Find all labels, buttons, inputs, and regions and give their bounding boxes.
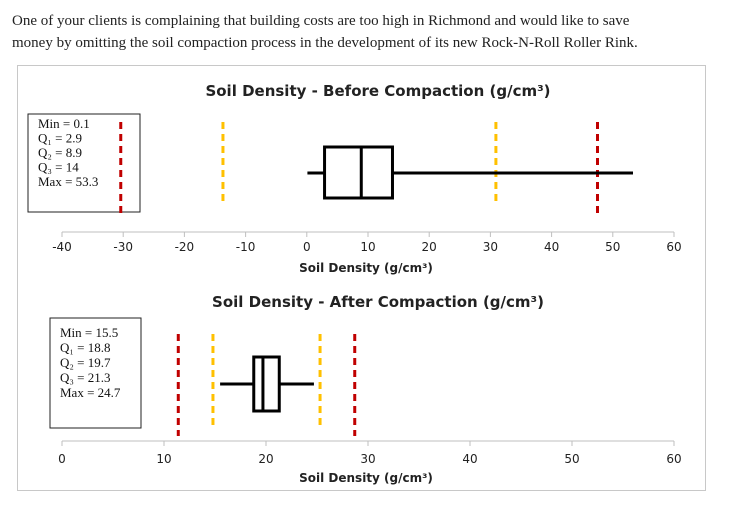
chart1-tick-label: -40 [52,240,72,254]
chart1-tick-label: 0 [303,240,311,254]
chart2-stats-line: Min = 15.5 [60,325,118,340]
question-line-2: money by omitting the soil compaction pr… [12,35,638,51]
chart2-xlabel: Soil Density (g/cm³) [299,471,433,485]
chart2-tick-label: 10 [156,452,171,466]
question-text: One of your clients is complaining that … [12,10,740,54]
chart1-tick-label: -20 [175,240,195,254]
chart1-tick-label: 40 [544,240,559,254]
chart1-stats-line: Q₁ = 2.9 [38,131,82,146]
chart2-tick-label: 40 [462,452,477,466]
chart1-tick-label: -10 [236,240,256,254]
chart2-stats-line: Q₂ = 19.7 [60,355,111,370]
chart1-tick-label: 10 [360,240,375,254]
chart2-tick-label: 60 [666,452,681,466]
chart1-title: Soil Density - Before Compaction (g/cm³) [205,82,550,100]
chart1-xlabel: Soil Density (g/cm³) [299,261,433,275]
chart1-stats-line: Q₃ = 14 [38,160,79,175]
chart2-stats-line: Q₃ = 21.3 [60,370,111,385]
chart2-tick-label: 0 [58,452,66,466]
chart2-tick-label: 50 [564,452,579,466]
chart1-stats-line: Min = 0.1 [38,116,90,131]
chart1-tick-label: 60 [666,240,681,254]
chart1-tick-label: 50 [605,240,620,254]
chart1-tick-label: 30 [483,240,498,254]
chart2-tick-label: 30 [360,452,375,466]
chart2-iqr-box [252,355,281,413]
question-line-1: One of your clients is complaining that … [12,13,630,29]
chart1-stats-line: Q₂ = 8.9 [38,145,82,160]
chart2-tick-label: 20 [258,452,273,466]
chart1-tick-label: 20 [422,240,437,254]
chart2-stats-line: Max = 24.7 [60,385,121,400]
chart2-stats-box [49,317,142,429]
chart1-iqr-box [323,145,394,200]
chart2-stats-line: Q₁ = 18.8 [60,340,111,355]
chart1-stats-line: Max = 53.3 [38,174,98,189]
chart1-tick-label: -30 [113,240,133,254]
chart2-title: Soil Density - After Compaction (g/cm³) [212,293,544,311]
chart-frame [17,65,706,491]
